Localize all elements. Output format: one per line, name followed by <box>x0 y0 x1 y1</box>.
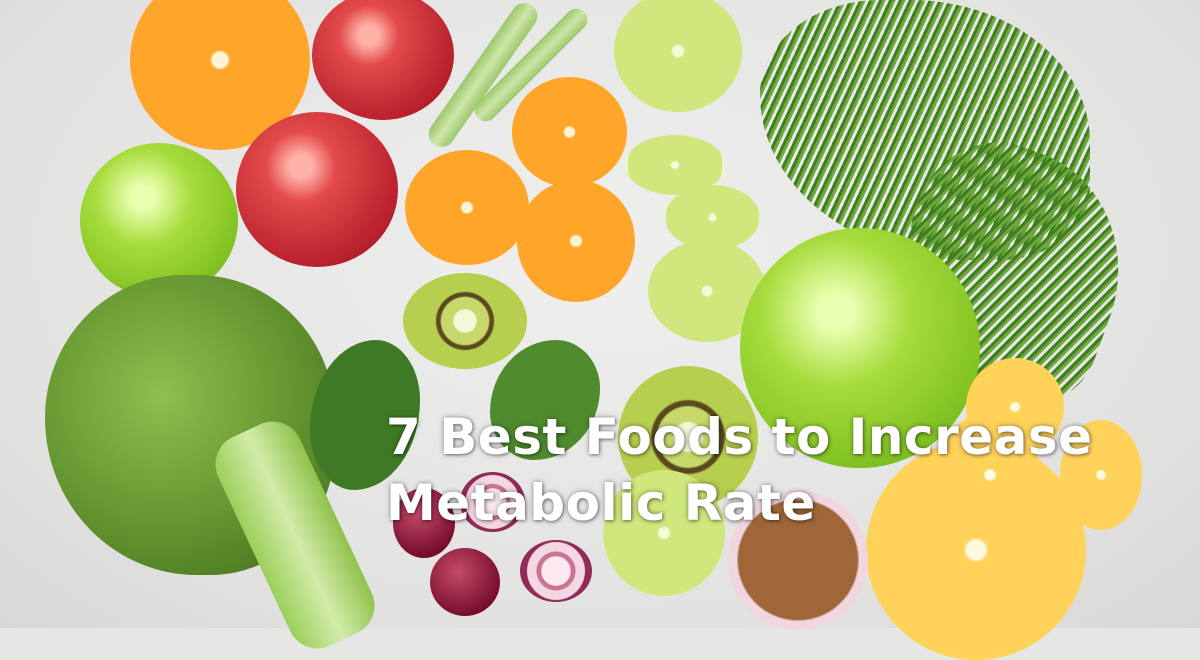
kiwi-half <box>403 273 527 369</box>
bowl-of-seeds <box>728 490 868 630</box>
red-apple <box>236 112 398 267</box>
orange-slice <box>405 150 529 265</box>
radish <box>430 548 500 616</box>
green-apple <box>80 143 238 298</box>
orange-slice <box>512 77 627 187</box>
red-onion <box>520 540 592 602</box>
headline-line-2: Metabolic Rate <box>386 474 816 532</box>
red-apple <box>312 0 454 120</box>
lemon-slice <box>940 410 1040 540</box>
red-onion <box>460 472 525 532</box>
lime-half <box>603 470 725 596</box>
lime-half <box>614 0 742 112</box>
lime-wedge <box>665 185 760 250</box>
orange-slice <box>517 180 635 302</box>
headline-line-1: 7 Best Foods to Increase <box>386 408 1093 466</box>
green-apple <box>740 228 980 468</box>
radish <box>393 488 455 558</box>
headline: 7 Best Foods to Increase Metabolic Rate <box>386 404 1093 536</box>
